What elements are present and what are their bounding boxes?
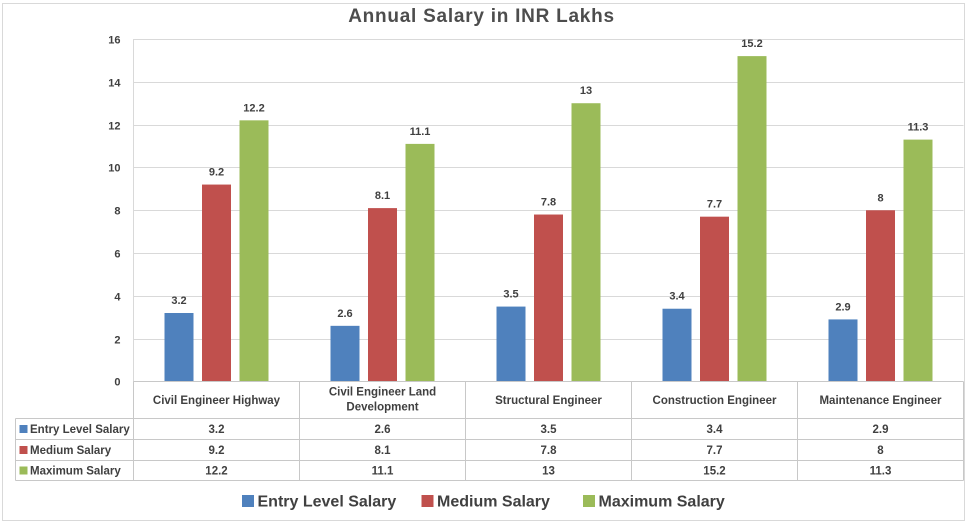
svg-text:4: 4 <box>114 291 121 303</box>
svg-text:Annual Salary in INR Lakhs: Annual Salary in INR Lakhs <box>348 6 615 27</box>
svg-text:0: 0 <box>114 376 120 388</box>
svg-text:Structural Engineer: Structural Engineer <box>495 395 602 407</box>
svg-text:12: 12 <box>108 120 120 132</box>
svg-text:11.1: 11.1 <box>372 465 394 477</box>
svg-text:13: 13 <box>580 85 592 97</box>
svg-text:2.9: 2.9 <box>873 424 889 436</box>
svg-text:11.3: 11.3 <box>908 122 929 134</box>
svg-text:3.5: 3.5 <box>541 424 558 436</box>
svg-text:Entry Level Salary: Entry Level Salary <box>30 424 130 436</box>
svg-text:8: 8 <box>114 205 120 217</box>
svg-text:7.7: 7.7 <box>707 445 723 457</box>
svg-text:2.6: 2.6 <box>375 424 391 436</box>
svg-text:8: 8 <box>877 192 883 204</box>
svg-text:9.2: 9.2 <box>209 445 225 457</box>
svg-text:16: 16 <box>108 34 120 46</box>
svg-text:3.4: 3.4 <box>707 424 724 436</box>
svg-text:7.8: 7.8 <box>541 445 558 457</box>
svg-text:Civil Engineer Highway: Civil Engineer Highway <box>153 395 281 407</box>
svg-text:Maintenance Engineer: Maintenance Engineer <box>819 395 942 407</box>
svg-text:8: 8 <box>877 445 884 457</box>
svg-text:10: 10 <box>108 162 120 174</box>
svg-text:Development: Development <box>346 402 418 414</box>
svg-text:7.8: 7.8 <box>541 197 556 209</box>
svg-text:3.2: 3.2 <box>209 424 225 436</box>
svg-text:7.7: 7.7 <box>707 199 722 211</box>
svg-text:15.2: 15.2 <box>703 465 725 477</box>
svg-text:Civil Engineer Land: Civil Engineer Land <box>329 387 436 399</box>
svg-text:Entry Level Salary: Entry Level Salary <box>258 494 397 511</box>
svg-text:Medium Salary: Medium Salary <box>437 494 550 511</box>
svg-text:Maximum Salary: Maximum Salary <box>30 465 121 477</box>
svg-text:3.5: 3.5 <box>503 289 518 301</box>
svg-text:2.6: 2.6 <box>337 308 352 320</box>
svg-text:11.3: 11.3 <box>870 465 892 477</box>
svg-text:Construction Engineer: Construction Engineer <box>653 395 777 407</box>
svg-text:12.2: 12.2 <box>205 465 227 477</box>
svg-text:12.2: 12.2 <box>243 102 264 114</box>
svg-text:2: 2 <box>114 334 120 346</box>
svg-text:Maximum Salary: Maximum Salary <box>599 494 725 511</box>
svg-text:8.1: 8.1 <box>375 445 392 457</box>
svg-text:6: 6 <box>114 248 120 260</box>
svg-text:11.1: 11.1 <box>410 126 431 138</box>
svg-text:13: 13 <box>542 465 555 477</box>
svg-text:8.1: 8.1 <box>375 190 390 202</box>
svg-text:2.9: 2.9 <box>835 301 850 313</box>
svg-text:3.4: 3.4 <box>669 291 685 303</box>
svg-text:9.2: 9.2 <box>209 167 224 179</box>
svg-text:15.2: 15.2 <box>741 38 762 50</box>
svg-text:14: 14 <box>108 77 121 89</box>
svg-text:3.2: 3.2 <box>171 295 186 307</box>
svg-text:Medium Salary: Medium Salary <box>30 445 112 457</box>
